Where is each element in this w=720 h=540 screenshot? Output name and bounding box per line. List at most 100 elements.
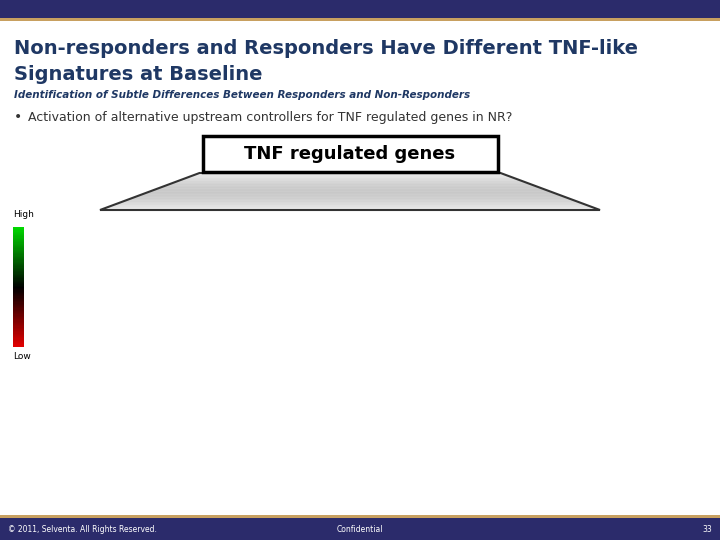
Bar [13,318,24,319]
Bar [0,0,720,18]
Bar [13,326,24,328]
Bar [13,241,24,242]
Bar [13,299,24,300]
Bar [13,229,24,231]
Bar [13,320,24,322]
Polygon shape [128,199,572,200]
Bar [13,335,24,336]
Bar [13,253,24,254]
Bar [13,265,24,267]
Polygon shape [156,188,544,190]
Polygon shape [130,198,570,199]
Bar [13,266,24,268]
Bar [13,312,24,313]
Text: © 2011, Selventa. All Rights Reserved.: © 2011, Selventa. All Rights Reserved. [8,524,157,534]
Bar [13,340,24,341]
Bar [13,283,24,285]
Bar [13,272,24,274]
Bar [13,249,24,251]
Bar [13,254,24,256]
Bar [13,307,24,308]
Bar [13,313,24,315]
Polygon shape [178,180,523,181]
Bar [13,287,24,288]
Polygon shape [150,191,550,192]
Bar [13,346,24,347]
Polygon shape [197,173,503,174]
Bar [13,246,24,247]
Bar [13,289,24,291]
Bar [13,292,24,293]
Polygon shape [138,195,562,196]
Bar [13,233,24,234]
Bar [13,261,24,263]
Bar [13,267,24,269]
Bar [13,242,24,244]
Bar [13,270,24,272]
Polygon shape [114,204,586,205]
Polygon shape [162,186,539,187]
Bar [13,281,24,282]
Bar [13,306,24,307]
Bar [13,300,24,301]
Bar [13,295,24,296]
Polygon shape [124,200,576,201]
Text: •: • [14,110,22,124]
Bar [13,252,24,253]
Bar [13,329,24,330]
Polygon shape [145,192,554,193]
Bar [13,308,24,310]
Bar [13,235,24,237]
Polygon shape [102,208,598,210]
Bar [13,276,24,278]
Bar [13,260,24,262]
Bar [0,18,720,21]
Bar [13,293,24,294]
Bar [13,325,24,327]
Bar [13,227,24,228]
Bar [13,337,24,339]
Bar [13,309,24,311]
Bar [13,277,24,279]
Polygon shape [108,206,592,207]
Polygon shape [160,187,540,188]
Polygon shape [112,205,588,206]
Polygon shape [140,194,560,195]
Bar [13,315,24,317]
Bar [13,319,24,321]
Bar [13,258,24,259]
Bar [13,278,24,280]
Bar [13,251,24,252]
Bar [13,282,24,284]
Bar [13,302,24,304]
Bar [13,296,24,298]
Bar [13,273,24,275]
Text: High: High [13,210,34,219]
Bar [13,338,24,340]
Bar [13,316,24,318]
Polygon shape [106,207,594,208]
Bar [13,284,24,286]
Text: TNF regulated genes: TNF regulated genes [244,145,456,163]
Polygon shape [168,184,532,185]
Text: Activation of alternative upstream controllers for TNF regulated genes in NR?: Activation of alternative upstream contr… [28,111,513,124]
Bar [13,288,24,289]
Bar [13,303,24,305]
Polygon shape [176,181,524,182]
Bar [13,269,24,270]
Bar [13,331,24,333]
Polygon shape [184,178,516,179]
Bar [13,244,24,245]
Text: 33: 33 [702,524,712,534]
Polygon shape [136,196,564,197]
FancyBboxPatch shape [202,136,498,172]
Polygon shape [187,177,513,178]
Bar [13,280,24,281]
Bar [0,0,720,14]
Polygon shape [171,183,528,184]
Bar [13,298,24,299]
Bar [13,330,24,332]
Bar [13,237,24,238]
Bar [13,332,24,334]
Bar [13,275,24,276]
